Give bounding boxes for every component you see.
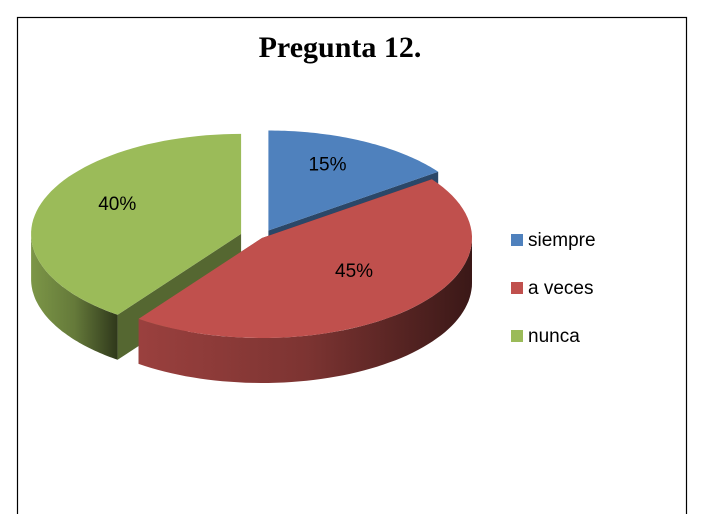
legend-label: a veces [528,278,593,299]
chart-title: Pregunta 12. [259,31,422,64]
slice-side [31,233,118,360]
slice-side [138,238,472,383]
data-label: 45% [335,261,373,282]
slice [138,179,472,338]
slice [31,133,242,315]
legend-label: siempre [528,230,596,251]
legend-swatch [511,330,523,342]
legend-swatch [511,282,523,294]
data-label: 15% [308,154,346,175]
slice [268,130,439,231]
data-label: 40% [98,194,136,215]
legend-label: nunca [528,326,580,347]
legend-swatch [511,234,523,246]
